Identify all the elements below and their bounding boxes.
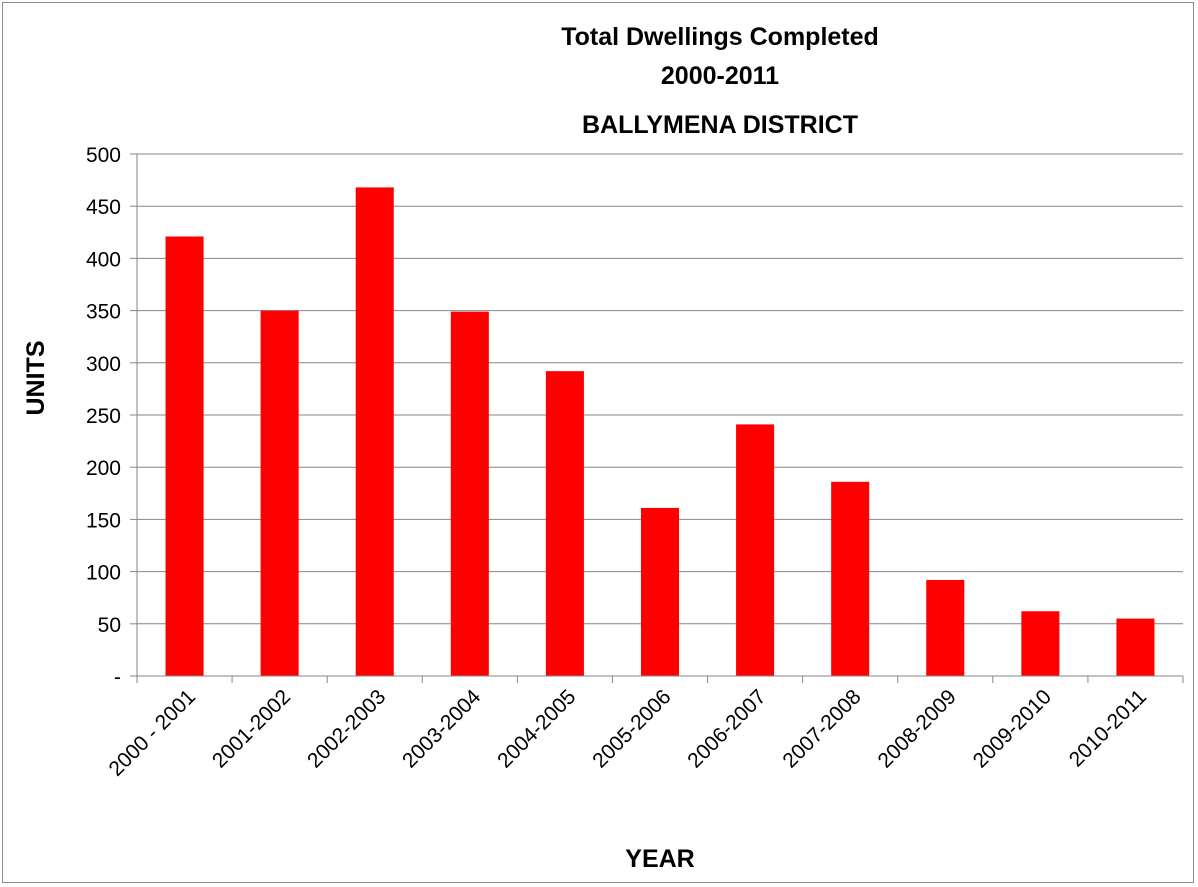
- bar: [260, 310, 299, 676]
- bars: [165, 187, 1155, 676]
- y-tick-label: 350: [86, 301, 121, 324]
- x-tick-label: 2009-2010: [969, 685, 1056, 772]
- chart-title-line-2: 2000-2011: [661, 62, 779, 90]
- y-axis-title: UNITS: [22, 341, 50, 416]
- chart-title-line-3: BALLYMENA DISTRICT: [582, 111, 858, 139]
- x-tick-label: 2004-2005: [493, 685, 580, 772]
- bar: [1116, 618, 1155, 676]
- x-tick-label: 2000 - 2001: [105, 685, 201, 781]
- y-tick-label: -: [114, 666, 121, 689]
- gridlines: [137, 153, 1183, 625]
- bar: [450, 311, 489, 676]
- x-axis-title: YEAR: [625, 845, 694, 873]
- x-tick-label: 2008-2009: [874, 685, 961, 772]
- bar: [1021, 611, 1060, 676]
- y-tick-label: 100: [86, 562, 121, 585]
- x-tick-label: 2006-2007: [683, 685, 770, 772]
- bar: [926, 579, 965, 676]
- bar: [831, 481, 870, 676]
- bar: [545, 371, 584, 676]
- x-tick-label: 2001-2002: [208, 685, 295, 772]
- y-tick-label: 250: [86, 405, 121, 428]
- y-tick-label: 450: [86, 196, 121, 219]
- y-tick-label: 300: [86, 353, 121, 376]
- y-tick-label: 400: [86, 248, 121, 271]
- bar: [640, 507, 680, 676]
- bar: [165, 236, 204, 676]
- y-tick-label: 50: [98, 614, 121, 637]
- y-tick-label: 150: [86, 509, 121, 532]
- x-tick-label: 2002-2003: [303, 685, 390, 772]
- x-tick-label: 2007-2008: [778, 685, 865, 772]
- axes: - 50 100 150 200 250 300 350 400 450 500 2000 - 200…: [86, 144, 1184, 781]
- y-tick-label: 500: [86, 144, 121, 167]
- bar: [736, 424, 775, 676]
- chart-title-line-1: Total Dwellings Completed: [561, 23, 879, 51]
- x-tick-label: 2005-2006: [588, 685, 675, 772]
- x-tick-label: 2003-2004: [398, 685, 486, 773]
- y-tick-label: 200: [86, 457, 121, 480]
- bar: [355, 187, 394, 676]
- x-tick-label: 2010-2011: [1065, 685, 1151, 771]
